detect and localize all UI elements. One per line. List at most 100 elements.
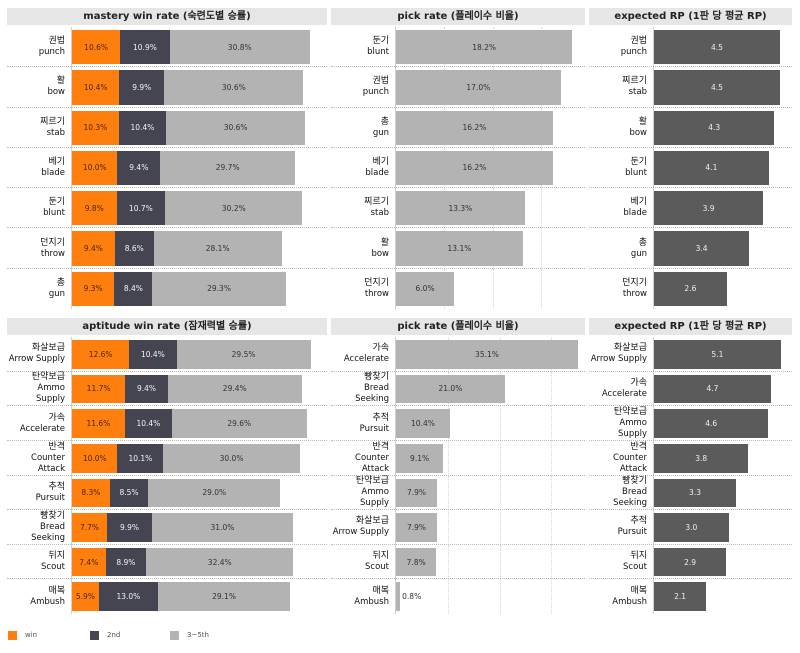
- gridline: [447, 440, 449, 476]
- row-separator: [331, 146, 585, 148]
- third-fifth-segment: 28.1%: [153, 231, 282, 266]
- row-separator: [7, 106, 327, 108]
- value-label: 3.0: [685, 522, 698, 532]
- chart-row: 총 gun 9.3% 8.4% 29.3%: [7, 268, 327, 309]
- value-label: 28.1%: [205, 244, 230, 254]
- gridline: [551, 406, 553, 441]
- category-label: 빵찾기 Bread Seeking: [589, 476, 647, 511]
- bar: 17.0%: [396, 70, 561, 105]
- plot-area: 13.1%: [395, 228, 580, 269]
- category-label-ko: 총: [56, 277, 65, 288]
- value-label: 9.4%: [83, 244, 103, 254]
- category-label-ko: 반격: [372, 441, 389, 452]
- win-segment: 7.7%: [72, 513, 107, 542]
- category-label: 총 gun: [7, 269, 65, 309]
- category-label-ko: 매복: [372, 585, 389, 596]
- chart-row: 활 bow 10.4% 9.9% 30.6%: [7, 67, 327, 108]
- category-label: 탄약보급 Ammo Supply: [331, 476, 389, 511]
- legend-label: win: [25, 631, 38, 639]
- row-separator: [589, 106, 792, 108]
- gridline: [551, 544, 553, 580]
- value-label: 3.9: [702, 203, 715, 213]
- third-fifth-segment: 30.6%: [164, 70, 304, 105]
- plot-area: 3.3: [653, 475, 787, 511]
- value-label: 2.9: [684, 557, 696, 567]
- bar: 4.6: [654, 409, 769, 438]
- second-segment: 8.4%: [114, 271, 153, 306]
- category-label-ko: 화살보급: [613, 343, 647, 354]
- chart-row: 추적 Pursuit 10.4%: [331, 406, 585, 441]
- third-fifth-segment: 30.8%: [169, 30, 310, 65]
- row-separator: [331, 439, 585, 441]
- row-separator: [331, 267, 585, 269]
- chart-title: pick rate (플레이수 비율): [331, 318, 585, 335]
- plot-area: 8.3% 8.5% 29.0%: [71, 475, 322, 511]
- category-label-en: Ammo Supply: [360, 487, 389, 509]
- row-separator: [331, 227, 585, 229]
- plot-area: 9.8% 10.7% 30.2%: [71, 188, 322, 229]
- value-label: 10.0%: [82, 453, 107, 463]
- value-label: 4.5: [711, 42, 723, 52]
- category-label-en: throw: [364, 288, 389, 299]
- plot-area: 17.0%: [395, 67, 580, 108]
- value-label: 4.5: [711, 82, 723, 92]
- value-label: 11.7%: [86, 384, 111, 394]
- chart-row: 탄약보급 Ammo Supply 4.6: [589, 406, 792, 441]
- chart-panel: aptitude win rate (잠재력별 승률) 화살보급 Arrow Sup…: [7, 318, 327, 614]
- category-label-en: Pursuit: [617, 527, 647, 538]
- chart-panel: mastery win rate (숙련도별 승률) 권법 punch 10.6% 10…: [7, 8, 327, 309]
- win-segment: 7.4%: [72, 547, 106, 577]
- row-separator: [7, 509, 327, 511]
- category-label-en: blunt: [625, 167, 647, 178]
- value-label: 9.4%: [129, 163, 149, 173]
- category-label-en: Accelerate: [343, 354, 389, 365]
- plot-area: 7.4% 8.9% 32.4%: [71, 544, 322, 580]
- chart-row: 권법 punch 10.6% 10.9% 30.8%: [7, 27, 327, 68]
- category-label-ko: 베기: [372, 156, 389, 167]
- chart-row: 뒤지 Scout 7.8%: [331, 544, 585, 580]
- category-label-en: Arrow Supply: [590, 354, 647, 365]
- second-segment: 10.4%: [118, 110, 167, 145]
- chart-title: pick rate (플레이수 비율): [331, 8, 585, 25]
- row-separator: [589, 405, 792, 407]
- value-label: 8.5%: [119, 488, 139, 498]
- value-label: 7.7%: [79, 522, 100, 532]
- value-label: 9.3%: [83, 284, 103, 294]
- category-label-en: Arrow Supply: [332, 527, 389, 538]
- category-label-ko: 탄약보급: [355, 476, 389, 487]
- value-label: 31.0%: [210, 522, 235, 532]
- category-label-en: Bread Seeking: [355, 383, 389, 405]
- plot-area: 7.9%: [395, 510, 580, 545]
- second-segment: 10.4%: [129, 340, 177, 369]
- category-label-ko: 둔기: [372, 36, 389, 47]
- bar: 18.2%: [396, 30, 573, 65]
- chart-row: 베기 blade 3.9: [589, 188, 792, 229]
- plot-area: 7.7% 9.9% 31.0%: [71, 510, 322, 545]
- bar: 6.0%: [396, 271, 455, 306]
- third-fifth-segment: 30.0%: [163, 443, 300, 473]
- second-segment: 10.9%: [120, 30, 170, 65]
- win-segment: 5.9%: [72, 582, 99, 611]
- chart-panel: pick rate (플레이수 비율) 가속 Accelerate 35.1% 빵찾기 B…: [331, 318, 585, 614]
- category-label: 매복 Ambush: [331, 579, 389, 614]
- gridline: [499, 510, 501, 545]
- plot-area: 2.1: [653, 579, 787, 614]
- gridline: [551, 371, 553, 407]
- category-label-ko: 가속: [630, 377, 647, 388]
- row-separator: [7, 146, 327, 148]
- category-label: 베기 blade: [7, 148, 65, 188]
- category-label-ko: 탄약보급: [613, 407, 647, 418]
- third-fifth-segment: 29.7%: [160, 150, 296, 186]
- category-label-ko: 반격: [630, 441, 647, 452]
- plot-area: 3.8: [653, 440, 787, 476]
- value-label: 16.2%: [462, 163, 487, 173]
- category-label-en: stab: [628, 87, 647, 98]
- plot-area: 4.6: [653, 406, 787, 441]
- value-label: 11.6%: [86, 419, 111, 429]
- value-label: 10.9%: [133, 42, 157, 52]
- chart-row: 화살보급 Arrow Supply 5.1: [589, 337, 792, 372]
- plot-area: 7.8%: [395, 544, 580, 580]
- chart-row: 가속 Accelerate 35.1%: [331, 337, 585, 372]
- chart-row: 총 gun 16.2%: [331, 107, 585, 148]
- chart-row: 베기 blade 10.0% 9.4% 29.7%: [7, 147, 327, 189]
